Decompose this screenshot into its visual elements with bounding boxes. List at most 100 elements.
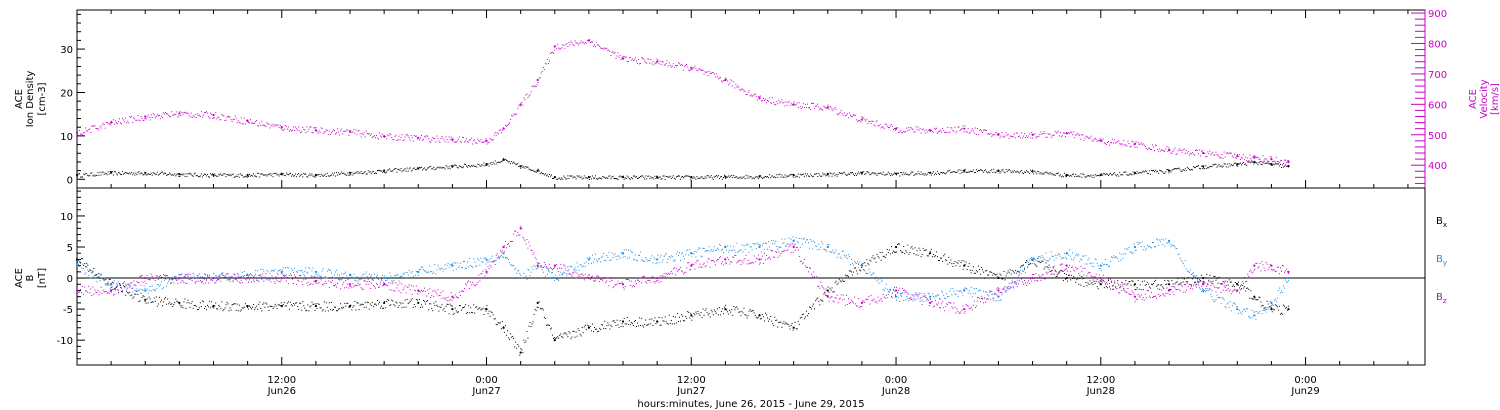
top-series-1-dot [525,94,527,96]
top-series-0-dot [161,171,163,173]
top-series-0-dot [263,174,265,176]
top-series-0-dot [552,178,554,180]
bottom-series-1-dot [658,262,660,264]
bottom-series-0-dot [718,306,720,308]
bottom-series-1-dot [209,276,211,278]
top-series-1-dot [638,58,640,60]
top-series-1-dot [299,130,301,132]
bottom-series-0-dot [925,249,927,251]
bottom-series-1-dot [786,243,788,245]
bottom-series-1-dot [897,292,899,294]
bottom-series-0-dot [661,317,663,319]
top-series-1-dot [729,82,731,84]
top-series-0-dot [723,176,725,178]
top-series-1-dot [408,137,410,139]
bottom-series-0-dot [116,285,118,287]
top-series-0-dot [799,173,801,175]
top-series-1-dot [905,131,907,133]
top-series-0-dot [509,161,511,163]
bottom-series-0-dot [742,312,744,314]
bottom-series-0-dot [674,316,676,318]
top-series-0-dot [1052,174,1054,176]
bottom-series-0-dot [699,314,701,316]
top-series-1-dot [355,129,357,131]
bottom-series-0-dot [554,336,556,338]
top-series-1-dot [148,116,150,118]
bottom-series-0-dot [498,322,500,324]
top-series-0-dot [1165,171,1167,173]
bottom-series-0-dot [512,335,514,337]
bottom-series-1-dot [243,270,245,272]
bottom-series-1-dot [602,255,604,257]
top-series-0-dot [705,177,707,179]
top-series-1-dot [644,60,646,62]
bottom-series-0-dot [516,347,518,349]
bottom-series-0-dot [463,306,465,308]
top-series-0-dot [179,175,181,177]
bottom-series-1-dot [826,250,828,252]
bottom-series-0-dot [811,308,813,310]
top-series-1-dot [859,120,861,122]
top-series-0-dot [166,174,168,176]
top-series-1-dot [1139,143,1141,145]
top-series-1-point [178,112,181,115]
top-series-0-dot [345,174,347,176]
bottom-series-0-dot [525,340,527,342]
top-series-0-dot [137,172,139,174]
top-series-0-dot [804,173,806,175]
bottom-series-0-dot [1156,285,1158,287]
bottom-series-1-dot [79,265,81,267]
bottom-series-1-dot [770,249,772,251]
top-series-0-dot [211,174,213,176]
bottom-series-0-dot [1141,281,1143,283]
top-series-1-dot [178,115,180,117]
bottom-series-0-point [536,301,539,304]
bottom-series-0-dot [962,268,964,270]
top-series-1-dot [1239,154,1241,156]
top-series-0-dot [832,173,834,175]
bottom-series-1-dot [85,272,87,274]
bottom-series-1-dot [983,290,985,292]
bottom-series-0-dot [549,328,551,330]
bottom-series-0-dot [1151,284,1153,286]
top-series-0-dot [961,172,963,174]
bottom-series-0-dot [535,310,537,312]
top-series-0-dot [1129,173,1131,175]
top-series-1-dot [380,135,382,137]
top-series-0-dot [687,175,689,177]
top-series-1-dot [1025,136,1027,138]
top-series-1-dot [1236,153,1238,155]
top-series-0-dot [661,178,663,180]
bottom-series-1-dot [608,251,610,253]
top-series-1-dot [79,130,81,132]
top-series-0-dot [113,171,115,173]
bottom-series-0-dot [1064,278,1066,280]
bottom-series-1-dot [528,269,530,271]
bottom-series-0-dot [476,306,478,308]
top-series-0-dot [581,178,583,180]
bottom-series-1-dot [1070,255,1072,257]
bottom-series-1-dot [1065,258,1067,260]
top-series-0-dot [1257,164,1259,166]
bottom-series-0-dot [1124,283,1126,285]
bottom-series-0-dot [663,320,665,322]
top-series-1-dot [219,119,221,121]
top-series-0-dot [1057,172,1059,174]
top-series-0-dot [244,175,246,177]
top-series-1-dot [477,138,479,140]
top-series-1-dot [1008,137,1010,139]
bottom-series-0-dot [1286,306,1288,308]
bottom-series-0-dot [941,257,943,259]
bottom-series-0-dot [195,305,197,307]
top-series-0-dot [540,171,542,173]
bottom-series-1-dot [1071,258,1073,260]
top-series-1-dot [310,126,312,128]
top-series-1-dot [1034,133,1036,135]
bottom-series-1-dot [336,269,338,271]
top-series-0-dot [1153,169,1155,171]
bottom-series-0-dot [237,310,239,312]
bottom-series-1-dot [994,293,996,295]
bottom-series-0-dot [515,341,517,343]
top-series-1-dot [941,131,943,133]
top-series-1-dot [703,73,705,75]
